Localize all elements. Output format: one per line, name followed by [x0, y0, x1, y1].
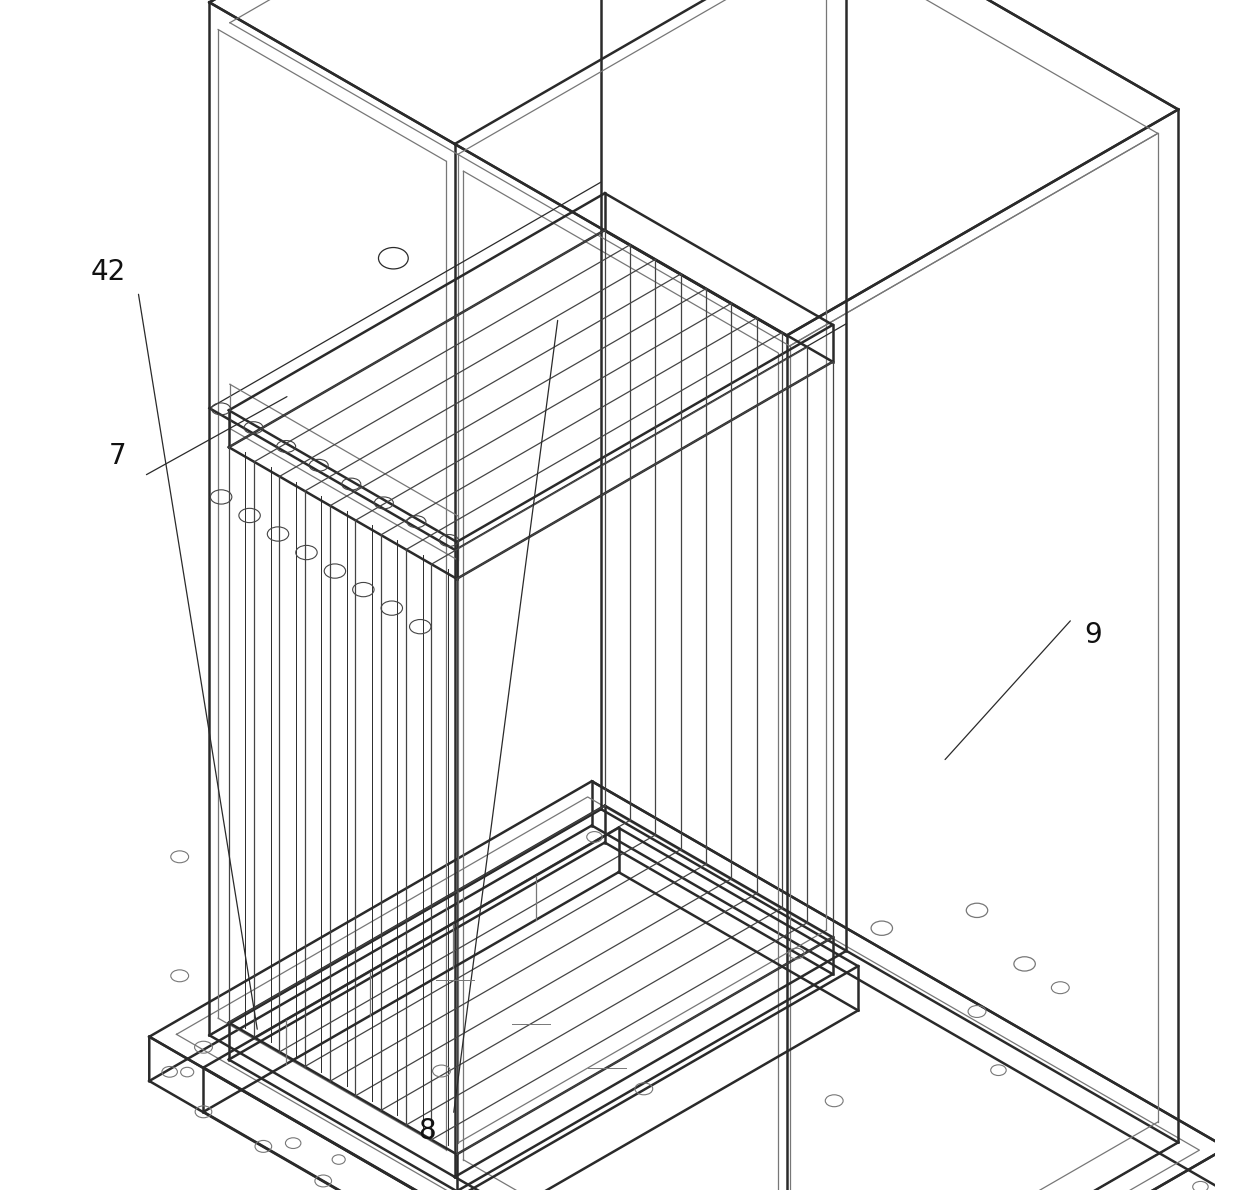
Text: 9: 9	[1084, 621, 1102, 649]
Text: 7: 7	[108, 443, 126, 470]
Text: 8: 8	[418, 1117, 435, 1145]
Text: 42: 42	[91, 258, 125, 286]
